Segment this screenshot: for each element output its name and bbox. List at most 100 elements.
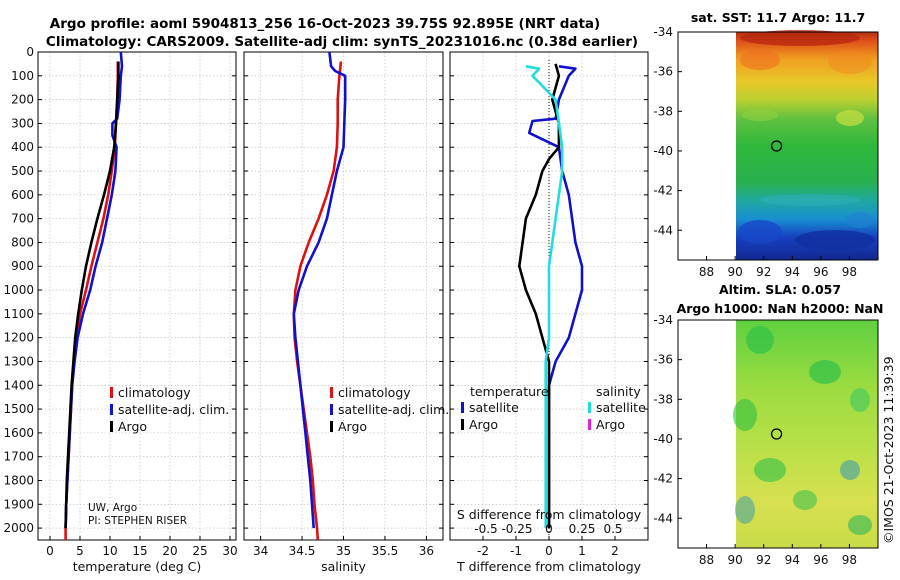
map-x-tick-label: 96 bbox=[813, 265, 828, 279]
sla-map: Altim. SLA: 0.057 Argo h1000: NaN h2000:… bbox=[653, 282, 883, 567]
map-y-tick-label: -34 bbox=[653, 25, 673, 39]
legend-swatch bbox=[461, 419, 464, 430]
legend-label: Argo bbox=[596, 417, 625, 432]
map-x-tick-label: 92 bbox=[756, 553, 771, 567]
x-tick-label: 34.5 bbox=[289, 544, 316, 558]
figure-title-line2: Climatology: CARS2009. Satellite-adj cli… bbox=[46, 34, 638, 50]
legend-swatch bbox=[330, 404, 333, 415]
temperature-panel: 0100200300400500600700800900100011001200… bbox=[3, 45, 237, 574]
y-tick-label: 1600 bbox=[3, 426, 34, 440]
legend-label: satellite-adj. clim. bbox=[118, 402, 229, 417]
legend-label: satellite bbox=[469, 400, 519, 415]
legend-swatch bbox=[110, 421, 113, 432]
x-tick-label-salinity: 0 bbox=[545, 522, 553, 536]
map-texture-patch bbox=[742, 109, 778, 121]
sla-map-ticks: 88 90 92 94 96 98 -34 -36 -38 -40 -42 -44 bbox=[653, 313, 857, 567]
x-tick-label-salinity: -0.25 bbox=[501, 522, 532, 536]
series-line-t-argo bbox=[518, 63, 561, 529]
x-tick-label: 25 bbox=[192, 544, 207, 558]
map-y-tick-label: -36 bbox=[653, 65, 673, 79]
x-tick-label: 15 bbox=[132, 544, 147, 558]
y-tick-label: 600 bbox=[11, 188, 34, 202]
series-line-climatology bbox=[292, 61, 343, 541]
x-tick-label: 2 bbox=[611, 544, 619, 558]
map-x-tick-label: 96 bbox=[813, 553, 828, 567]
legend-swatch bbox=[330, 387, 333, 398]
map-texture-patch bbox=[733, 399, 757, 431]
sst-map: sat. SST: 11.7 Argo: 11.7 88 90 92 94 96 98 -3… bbox=[653, 10, 879, 279]
sla-map-patches bbox=[733, 326, 872, 535]
x-axis-label-salinity: S difference from climatology bbox=[457, 507, 642, 522]
y-tick-label: 800 bbox=[11, 235, 34, 249]
timestamp-stamp: ©IMOS 21-Oct-2023 11:39:39 bbox=[881, 356, 896, 544]
y-tick-label: 1500 bbox=[3, 402, 34, 416]
y-tick-label: 2000 bbox=[3, 521, 34, 535]
legend-label: Argo bbox=[338, 419, 367, 434]
legend-swatch bbox=[461, 402, 464, 413]
map-texture-patch bbox=[754, 458, 786, 482]
y-tick-label: 200 bbox=[11, 93, 34, 107]
x-tick-label-salinity: 0.25 bbox=[569, 522, 596, 536]
sla-map-subtitle: Argo h1000: NaN h2000: NaN bbox=[677, 301, 884, 316]
map-texture-patch bbox=[846, 212, 874, 228]
map-texture-patch bbox=[848, 515, 872, 535]
x-tick-label: 20 bbox=[162, 544, 177, 558]
sst-map-patches bbox=[738, 30, 875, 250]
map-y-tick-label: -42 bbox=[653, 184, 673, 198]
map-x-tick-label: 90 bbox=[728, 553, 743, 567]
legend-label: climatology bbox=[338, 385, 411, 400]
x-tick-label: 10 bbox=[102, 544, 117, 558]
map-x-tick-label: 92 bbox=[756, 265, 771, 279]
sla-map-land-mask bbox=[678, 320, 736, 548]
series-line-satellite-adj-clim- bbox=[292, 51, 347, 529]
x-tick-label: 0 bbox=[545, 544, 553, 558]
legend-label: satellite-adj. clim. bbox=[338, 402, 449, 417]
x-tick-label: -2 bbox=[477, 544, 489, 558]
map-y-tick-label: -40 bbox=[653, 432, 673, 446]
map-y-tick-label: -34 bbox=[653, 313, 673, 327]
attribution-line1: UW, Argo bbox=[88, 502, 137, 514]
plot-frame bbox=[37, 51, 237, 541]
legend-swatch bbox=[588, 402, 591, 413]
x-tick-label: 35 bbox=[336, 544, 351, 558]
sla-map-field bbox=[736, 320, 878, 548]
x-tick-label: 34 bbox=[253, 544, 268, 558]
legend-swatch bbox=[110, 404, 113, 415]
map-texture-patch bbox=[793, 490, 817, 510]
map-y-tick-label: -38 bbox=[653, 104, 673, 118]
map-x-tick-label: 90 bbox=[728, 265, 743, 279]
y-tick-label: 1400 bbox=[3, 378, 34, 392]
map-y-tick-label: -40 bbox=[653, 144, 673, 158]
sla-map-title: Altim. SLA: 0.057 bbox=[719, 282, 841, 297]
map-texture-patch bbox=[795, 230, 875, 250]
x-tick-label: 1 bbox=[578, 544, 586, 558]
map-texture-patch bbox=[740, 50, 780, 70]
x-tick-label: -1 bbox=[510, 544, 522, 558]
map-x-tick-label: 88 bbox=[699, 265, 714, 279]
sst-map-title: sat. SST: 11.7 Argo: 11.7 bbox=[691, 10, 865, 25]
y-tick-label: 1700 bbox=[3, 450, 34, 464]
legend-label: climatology bbox=[118, 385, 191, 400]
legend-label: Argo bbox=[118, 419, 147, 434]
salinity-panel: 34 34.5 35 35.5 36 salinity climatology satelli… bbox=[243, 51, 449, 574]
series-line-s-satellite bbox=[525, 65, 564, 529]
map-y-tick-label: -38 bbox=[653, 392, 673, 406]
map-texture-patch bbox=[828, 50, 872, 74]
map-x-tick-label: 88 bbox=[699, 553, 714, 567]
series-line-argo bbox=[64, 61, 120, 529]
x-tick-label: 35.5 bbox=[372, 544, 399, 558]
y-tick-label: 1200 bbox=[3, 331, 34, 345]
x-tick-label-salinity: 0.5 bbox=[603, 522, 622, 536]
x-axis-label: T difference from climatology bbox=[456, 559, 642, 574]
map-x-tick-label: 98 bbox=[842, 265, 857, 279]
map-texture-patch bbox=[809, 360, 841, 384]
difference-panel: -2 -1 0 1 2T difference from climatology temp… bbox=[449, 51, 649, 574]
map-texture-patch bbox=[746, 326, 774, 354]
map-x-tick-label: 94 bbox=[785, 553, 800, 567]
map-x-tick-label: 94 bbox=[785, 265, 800, 279]
attribution-line2: PI: STEPHEN RISER bbox=[88, 515, 187, 527]
y-tick-label: 500 bbox=[11, 164, 34, 178]
figure-title-line1: Argo profile: aoml 5904813_256 16-Oct-20… bbox=[50, 16, 600, 32]
map-y-tick-label: -44 bbox=[653, 511, 673, 525]
